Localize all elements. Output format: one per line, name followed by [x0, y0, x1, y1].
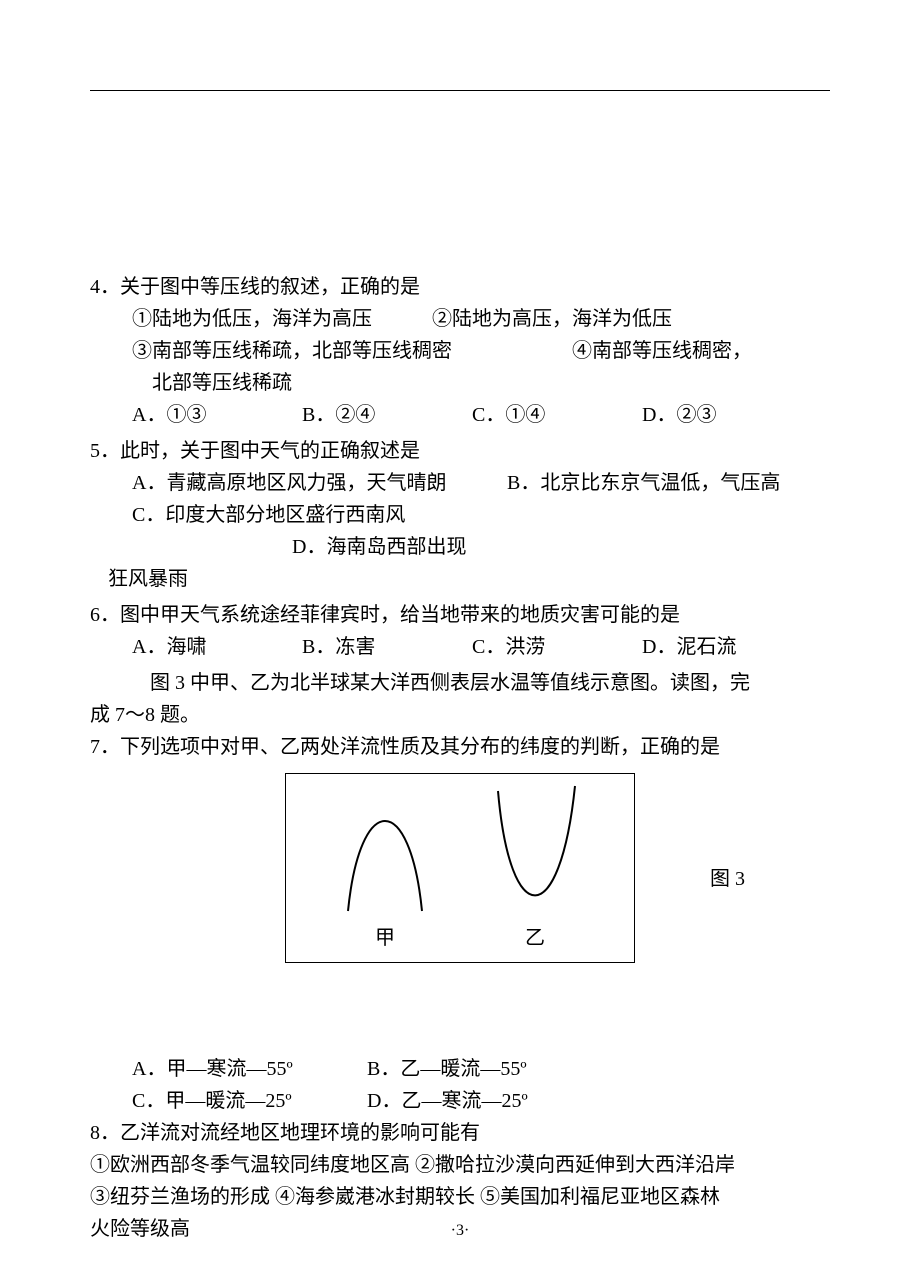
- curve-yi-svg: [480, 781, 590, 916]
- q8-line2: ①欧洲西部冬季气温较同纬度地区高 ②撒哈拉沙漠向西延伸到大西洋沿岸: [90, 1149, 830, 1181]
- q8-stem: 乙洋流对流经地区地理环境的影响可能有: [120, 1117, 830, 1149]
- q5-option-d: D．海南岛西部出现: [292, 531, 466, 563]
- q7-stem: 下列选项中对甲、乙两处洋流性质及其分布的纬度的判断，正确的是: [120, 731, 830, 763]
- top-rule: [90, 90, 830, 91]
- q8-number: 8．: [90, 1117, 120, 1149]
- q5-stem: 此时，关于图中天气的正确叙述是: [120, 435, 830, 467]
- q4-option-d: D．②③: [642, 399, 812, 431]
- intro-line2: 成 7～8 题。: [90, 699, 830, 731]
- q7-option-a: A．甲—寒流—55º: [132, 1053, 362, 1085]
- q5-option-b: B．北京比东京气温低，气压高: [507, 467, 780, 499]
- page-number: ·3·: [0, 1218, 920, 1244]
- q4-stem: 关于图中等压线的叙述，正确的是: [120, 271, 830, 303]
- curve-yi-label: 乙: [525, 922, 545, 954]
- q4-statement-2: ③南部等压线稀疏，北部等压线稠密 ④南部等压线稠密，: [90, 335, 830, 367]
- q6-option-a: A．海啸: [132, 631, 302, 663]
- curve-jia-svg: [330, 781, 440, 916]
- question-5: 5． 此时，关于图中天气的正确叙述是 A．青藏高原地区风力强，天气晴朗 B．北京…: [90, 435, 830, 595]
- q4-options: A．①③ B．②④ C．①④ D．②③: [90, 399, 830, 431]
- curve-jia-label: 甲: [375, 922, 395, 954]
- q6-number: 6．: [90, 599, 120, 631]
- q5-option-d-cont: 狂风暴雨: [90, 563, 830, 595]
- q6-options: A．海啸 B．冻害 C．洪涝 D．泥石流: [90, 631, 830, 663]
- question-4: 4． 关于图中等压线的叙述，正确的是 ①陆地为低压，海洋为高压 ②陆地为高压，海…: [90, 271, 830, 431]
- q4-option-c: C．①④: [472, 399, 642, 431]
- q7-option-d: D．乙—寒流—25º: [367, 1085, 597, 1117]
- curve-jia: 甲: [330, 781, 440, 954]
- q7-number: 7．: [90, 731, 120, 763]
- q4-option-a: A．①③: [132, 399, 302, 431]
- q4-statement-2b: 北部等压线稀疏: [90, 367, 830, 399]
- q5-option-c: C．印度大部分地区盛行西南风: [132, 499, 502, 531]
- figure-3-box: 甲 乙: [285, 773, 635, 963]
- q6-option-b: B．冻害: [302, 631, 472, 663]
- q4-statement-1: ①陆地为低压，海洋为高压 ②陆地为高压，海洋为低压: [90, 303, 830, 335]
- question-7: 7． 下列选项中对甲、乙两处洋流性质及其分布的纬度的判断，正确的是: [90, 731, 830, 763]
- figure-3: 甲 乙 图 3: [90, 773, 830, 963]
- curve-yi: 乙: [480, 781, 590, 954]
- q4-number: 4．: [90, 271, 120, 303]
- q4-option-b: B．②④: [302, 399, 472, 431]
- q6-stem: 图中甲天气系统途经菲律宾时，给当地带来的地质灾害可能的是: [120, 599, 830, 631]
- document-content: 4． 关于图中等压线的叙述，正确的是 ①陆地为低压，海洋为高压 ②陆地为高压，海…: [90, 271, 830, 1245]
- q7-option-b: B．乙—暖流—55º: [367, 1053, 597, 1085]
- q7-options: A．甲—寒流—55º B．乙—暖流—55º C．甲—暖流—25º D．乙—寒流—…: [90, 1053, 830, 1117]
- figure-3-caption: 图 3: [710, 863, 745, 895]
- q7-option-c: C．甲—暖流—25º: [132, 1085, 362, 1117]
- q5-option-a: A．青藏高原地区风力强，天气晴朗: [132, 467, 502, 499]
- q6-option-c: C．洪涝: [472, 631, 642, 663]
- intro-line1: 图 3 中甲、乙为北半球某大洋西侧表层水温等值线示意图。读图，完: [90, 667, 830, 699]
- intro-7-8: 图 3 中甲、乙为北半球某大洋西侧表层水温等值线示意图。读图，完 成 7～8 题…: [90, 667, 830, 731]
- question-6: 6． 图中甲天气系统途经菲律宾时，给当地带来的地质灾害可能的是 A．海啸 B．冻…: [90, 599, 830, 663]
- q8-line3: ③纽芬兰渔场的形成 ④海参崴港冰封期较长 ⑤美国加利福尼亚地区森林: [90, 1181, 830, 1213]
- q5-options: A．青藏高原地区风力强，天气晴朗 B．北京比东京气温低，气压高 C．印度大部分地…: [90, 467, 830, 595]
- q6-option-d: D．泥石流: [642, 631, 812, 663]
- q5-number: 5．: [90, 435, 120, 467]
- spacer: [90, 973, 830, 1053]
